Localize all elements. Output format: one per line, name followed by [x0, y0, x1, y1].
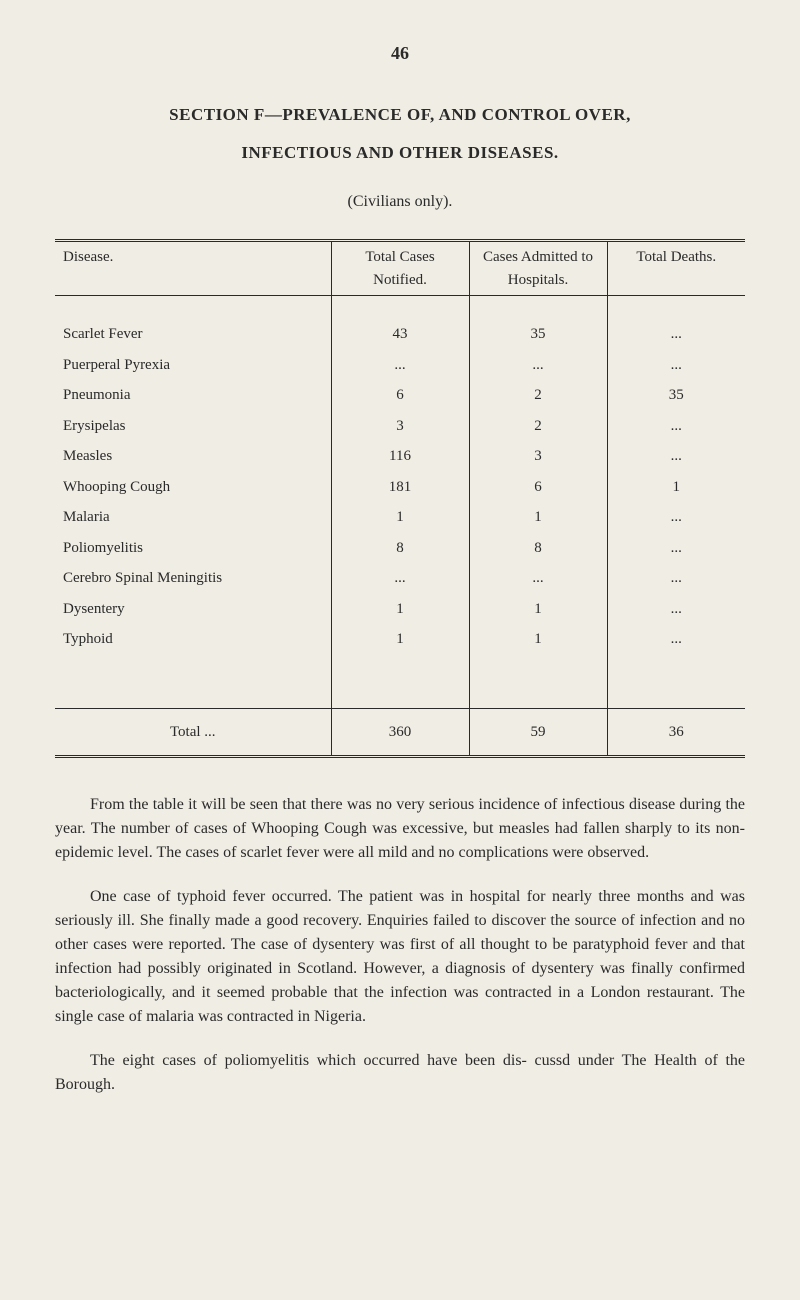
cell-admitted: ...	[469, 350, 607, 381]
cell-total-label: Total ...	[55, 708, 331, 757]
cell-admitted: 1	[469, 502, 607, 533]
cell-admitted: 2	[469, 380, 607, 411]
cell-notified: 181	[331, 472, 469, 503]
cell-disease: Poliomyelitis	[55, 533, 331, 564]
section-subtitle: INFECTIOUS AND OTHER DISEASES.	[55, 140, 745, 166]
table-row: Typhoid 1 1 ...	[55, 624, 745, 655]
cell-disease: Measles	[55, 441, 331, 472]
table-row: Poliomyelitis 8 8 ...	[55, 533, 745, 564]
cell-deaths: ...	[607, 624, 745, 655]
cell-notified: 116	[331, 441, 469, 472]
table-row: Scarlet Fever 43 35 ...	[55, 319, 745, 350]
cell-notified: 43	[331, 319, 469, 350]
cell-notified: 1	[331, 624, 469, 655]
cell-disease: Dysentery	[55, 594, 331, 625]
cell-notified: ...	[331, 350, 469, 381]
cell-notified: ...	[331, 563, 469, 594]
cell-deaths: ...	[607, 319, 745, 350]
cell-total-notified: 360	[331, 708, 469, 757]
section-title: SECTION F—PREVALENCE OF, AND CONTROL OVE…	[55, 102, 745, 128]
cell-total-deaths: 36	[607, 708, 745, 757]
cell-notified: 1	[331, 594, 469, 625]
table-row: Whooping Cough 181 6 1	[55, 472, 745, 503]
paragraph: One case of typhoid fever occurred. The …	[55, 885, 745, 1029]
page-number: 46	[55, 40, 745, 67]
cell-notified: 1	[331, 502, 469, 533]
cell-disease: Whooping Cough	[55, 472, 331, 503]
table-row	[55, 296, 745, 320]
cell-deaths: ...	[607, 563, 745, 594]
cell-disease: Pneumonia	[55, 380, 331, 411]
header-deaths: Total Deaths.	[607, 241, 745, 296]
cell-disease: Erysipelas	[55, 411, 331, 442]
paragraph: The eight cases of poliomyelitis which o…	[55, 1049, 745, 1097]
table-row: Pneumonia 6 2 35	[55, 380, 745, 411]
cell-disease: Scarlet Fever	[55, 319, 331, 350]
cell-deaths: ...	[607, 502, 745, 533]
table-total-row: Total ... 360 59 36	[55, 708, 745, 757]
cell-deaths: ...	[607, 441, 745, 472]
table-header-row: Disease. Total Cases Notified. Cases Adm…	[55, 241, 745, 296]
cell-disease: Malaria	[55, 502, 331, 533]
cell-admitted: 2	[469, 411, 607, 442]
cell-admitted: ...	[469, 563, 607, 594]
table-row: Malaria 1 1 ...	[55, 502, 745, 533]
header-notified: Total Cases Notified.	[331, 241, 469, 296]
cell-notified: 3	[331, 411, 469, 442]
cell-disease: Puerperal Pyrexia	[55, 350, 331, 381]
cell-notified: 8	[331, 533, 469, 564]
table-row: Measles 116 3 ...	[55, 441, 745, 472]
cell-deaths: 1	[607, 472, 745, 503]
civilians-note: (Civilians only).	[55, 190, 745, 214]
disease-table: Disease. Total Cases Notified. Cases Adm…	[55, 239, 745, 758]
cell-deaths: ...	[607, 594, 745, 625]
cell-admitted: 35	[469, 319, 607, 350]
table-row: Puerperal Pyrexia ... ... ...	[55, 350, 745, 381]
table-row: Cerebro Spinal Meningitis ... ... ...	[55, 563, 745, 594]
cell-admitted: 1	[469, 594, 607, 625]
cell-notified: 6	[331, 380, 469, 411]
cell-admitted: 3	[469, 441, 607, 472]
cell-disease: Cerebro Spinal Meningitis	[55, 563, 331, 594]
table-row	[55, 655, 745, 709]
table-row: Dysentery 1 1 ...	[55, 594, 745, 625]
cell-deaths: ...	[607, 411, 745, 442]
page: 46 SECTION F—PREVALENCE OF, AND CONTROL …	[0, 0, 800, 1147]
cell-admitted: 1	[469, 624, 607, 655]
cell-deaths: 35	[607, 380, 745, 411]
cell-total-admitted: 59	[469, 708, 607, 757]
table-row: Erysipelas 3 2 ...	[55, 411, 745, 442]
cell-disease: Typhoid	[55, 624, 331, 655]
header-disease: Disease.	[55, 241, 331, 296]
cell-admitted: 6	[469, 472, 607, 503]
cell-deaths: ...	[607, 350, 745, 381]
cell-deaths: ...	[607, 533, 745, 564]
header-admitted: Cases Admitted to Hospitals.	[469, 241, 607, 296]
paragraph: From the table it will be seen that ther…	[55, 793, 745, 865]
cell-admitted: 8	[469, 533, 607, 564]
